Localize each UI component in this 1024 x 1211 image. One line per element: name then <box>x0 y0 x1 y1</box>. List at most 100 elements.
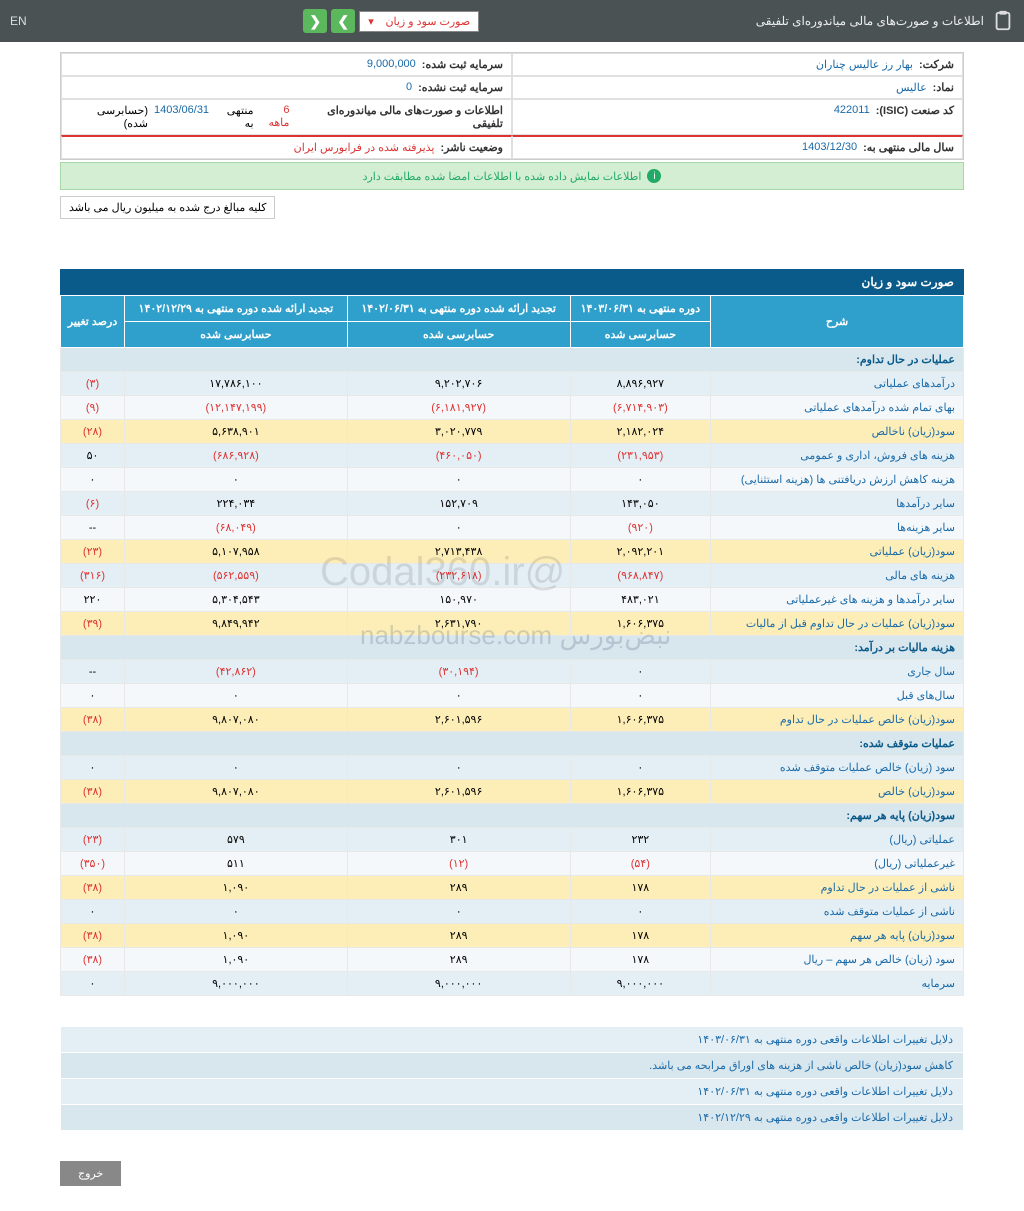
row-desc: سایر درآمدها <box>711 492 964 516</box>
symbol-label: نماد: <box>933 81 954 94</box>
row-c2: ۹,۲۰۲,۷۰۶ <box>347 372 570 396</box>
row-desc: هزینه های فروش، اداری و عمومی <box>711 444 964 468</box>
info-panel: شرکت:بهار رز عالیس چناران سرمایه ثبت شده… <box>60 52 964 160</box>
row-c1: ۱۴۳,۰۵۰ <box>570 492 711 516</box>
info-icon: i <box>647 169 661 183</box>
row-c2: ۳۰۱ <box>347 828 570 852</box>
row-c2: ۰ <box>347 684 570 708</box>
row-c1: (۶,۷۱۴,۹۰۳) <box>570 396 711 420</box>
row-pct: ۰ <box>61 684 125 708</box>
row-c3: ۵,۶۳۸,۹۰۱ <box>125 420 348 444</box>
row-pct: (۳۸) <box>61 780 125 804</box>
section-row: عملیات متوقف شده: <box>61 732 964 756</box>
note-text: دلایل تغییرات اطلاعات واقعی دوره منتهی ب… <box>61 1079 964 1105</box>
row-c2: ۲,۶۰۱,۵۹۶ <box>347 708 570 732</box>
row-c2: ۲۸۹ <box>347 924 570 948</box>
note-text: دلایل تغییرات اطلاعات واقعی دوره منتهی ب… <box>61 1027 964 1053</box>
row-desc: سود(زیان) خالص <box>711 780 964 804</box>
row-c2: (۲۳۲,۶۱۸) <box>347 564 570 588</box>
row-c2: ۰ <box>347 516 570 540</box>
row-c3: ۵,۱۰۷,۹۵۸ <box>125 540 348 564</box>
row-c3: ۱,۰۹۰ <box>125 876 348 900</box>
lang-switch[interactable]: EN <box>10 14 27 28</box>
row-pct: (۹) <box>61 396 125 420</box>
row-desc: سود (زیان) خالص هر سهم – ریال <box>711 948 964 972</box>
row-pct: ۰ <box>61 972 125 996</box>
row-pct: (۳) <box>61 372 125 396</box>
row-desc: بهای تمام شده درآمدهای عملیاتی <box>711 396 964 420</box>
row-c3: ۰ <box>125 684 348 708</box>
row-desc: ناشی از عملیات متوقف شده <box>711 900 964 924</box>
row-c1: ۸,۸۹۶,۹۲۷ <box>570 372 711 396</box>
row-c1: ۰ <box>570 900 711 924</box>
row-c3: ۰ <box>125 468 348 492</box>
prev-arrow-button[interactable]: ❮ <box>303 9 327 33</box>
row-c1: ۲,۰۹۲,۲۰۱ <box>570 540 711 564</box>
row-pct: (۶) <box>61 492 125 516</box>
row-desc: غیرعملیاتی (ریال) <box>711 852 964 876</box>
table-row: سایر هزینه‌ها(۹۲۰)۰(۶۸,۰۴۹)-- <box>61 516 964 540</box>
next-arrow-button[interactable]: ❯ <box>331 9 355 33</box>
row-c2: (۳۰,۱۹۴) <box>347 660 570 684</box>
company-val: بهار رز عالیس چناران <box>816 58 913 71</box>
topbar-title: اطلاعات و صورت‌های مالی میاندوره‌ای تلفی… <box>756 14 984 28</box>
report-dropdown[interactable]: صورت سود و زیان ▾ <box>359 11 479 32</box>
table-row: سود(زیان) عملیاتی۲,۰۹۲,۲۰۱۲,۷۱۳,۴۳۸۵,۱۰۷… <box>61 540 964 564</box>
report-label: اطلاعات و صورت‌های مالی میاندوره‌ای تلفی… <box>295 104 503 130</box>
table-row: سود (زیان) خالص عملیات متوقف شده۰۰۰۰ <box>61 756 964 780</box>
table-row: سود(زیان) خالص عملیات در حال تداوم۱,۶۰۶,… <box>61 708 964 732</box>
table-row: هزینه های مالی(۹۶۸,۸۴۷)(۲۳۲,۶۱۸)(۵۶۲,۵۵۹… <box>61 564 964 588</box>
table-row: ناشی از عملیات متوقف شده۰۰۰۰ <box>61 900 964 924</box>
section-label: سود(زیان) پایه هر سهم: <box>61 804 964 828</box>
row-desc: سایر هزینه‌ها <box>711 516 964 540</box>
notes-table: دلایل تغییرات اطلاعات واقعی دوره منتهی ب… <box>60 1026 964 1131</box>
th-desc: شرح <box>711 296 964 348</box>
table-row: سرمایه۹,۰۰۰,۰۰۰۹,۰۰۰,۰۰۰۹,۰۰۰,۰۰۰۰ <box>61 972 964 996</box>
row-desc: سود(زیان) عملیات در حال تداوم قبل از مال… <box>711 612 964 636</box>
row-c3: ۰ <box>125 756 348 780</box>
note-row: دلایل تغییرات اطلاعات واقعی دوره منتهی ب… <box>61 1079 964 1105</box>
note-row: کاهش سود(زیان) خالص ناشی از هزینه های او… <box>61 1053 964 1079</box>
table-title: صورت سود و زیان <box>60 269 964 295</box>
row-c2: ۰ <box>347 756 570 780</box>
table-row: سال‌های قبل۰۰۰۰ <box>61 684 964 708</box>
row-pct: ۵۰ <box>61 444 125 468</box>
row-c3: ۹,۸۴۹,۹۴۲ <box>125 612 348 636</box>
table-row: سود (زیان) خالص هر سهم – ریال۱۷۸۲۸۹۱,۰۹۰… <box>61 948 964 972</box>
table-row: سایر درآمدها و هزینه های غیرعملیاتی۴۸۳,۰… <box>61 588 964 612</box>
row-c3: ۱,۰۹۰ <box>125 924 348 948</box>
table-row: غیرعملیاتی (ریال)(۵۴)(۱۲)۵۱۱(۳۵۰) <box>61 852 964 876</box>
row-pct: ۰ <box>61 468 125 492</box>
row-c3: ۵,۳۰۴,۵۴۳ <box>125 588 348 612</box>
isic-label: کد صنعت (ISIC): <box>876 104 954 130</box>
row-desc: سال‌های قبل <box>711 684 964 708</box>
table-row: سال جاری۰(۳۰,۱۹۴)(۴۲,۸۶۲)-- <box>61 660 964 684</box>
row-pct: ۰ <box>61 756 125 780</box>
row-c2: ۲,۶۰۱,۵۹۶ <box>347 780 570 804</box>
section-row: هزینه مالیات بر درآمد: <box>61 636 964 660</box>
row-pct: ۰ <box>61 900 125 924</box>
row-c2: ۰ <box>347 468 570 492</box>
currency-note: کلیه مبالغ درج شده به میلیون ریال می باش… <box>60 196 275 219</box>
report-end: 1403/06/31 <box>154 104 209 130</box>
table-row: عملیاتی (ریال)۲۳۲۳۰۱۵۷۹(۲۳) <box>61 828 964 852</box>
row-c1: ۱,۶۰۶,۳۷۵ <box>570 612 711 636</box>
row-c3: ۰ <box>125 900 348 924</box>
capital-reg-val: 9,000,000 <box>367 58 416 71</box>
capital-unreg-label: سرمایه ثبت نشده: <box>418 81 503 94</box>
capital-unreg-val: 0 <box>406 81 412 94</box>
row-c1: ۰ <box>570 756 711 780</box>
exit-button[interactable]: خروج <box>60 1161 121 1186</box>
table-row: سود(زیان) پایه هر سهم۱۷۸۲۸۹۱,۰۹۰(۳۸) <box>61 924 964 948</box>
row-c1: ۱۷۸ <box>570 948 711 972</box>
table-row: ناشی از عملیات در حال تداوم۱۷۸۲۸۹۱,۰۹۰(۳… <box>61 876 964 900</box>
row-desc: سود (زیان) خالص عملیات متوقف شده <box>711 756 964 780</box>
row-pct: (۲۳) <box>61 540 125 564</box>
row-c2: ۲۸۹ <box>347 876 570 900</box>
note-row: دلایل تغییرات اطلاعات واقعی دوره منتهی ب… <box>61 1105 964 1131</box>
row-c1: ۲۳۲ <box>570 828 711 852</box>
row-pct: (۳۱۶) <box>61 564 125 588</box>
row-c2: ۲,۶۳۱,۷۹۰ <box>347 612 570 636</box>
year-end-label: سال مالی منتهی به: <box>863 141 954 154</box>
row-pct: (۳۸) <box>61 876 125 900</box>
